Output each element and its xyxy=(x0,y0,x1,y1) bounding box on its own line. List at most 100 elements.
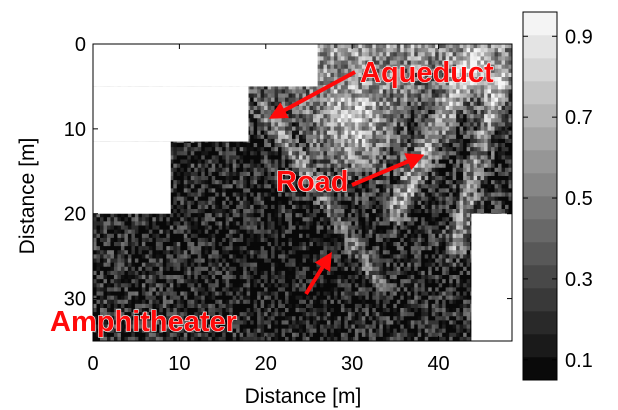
heatmap-cell xyxy=(365,126,370,132)
heatmap-cell xyxy=(225,171,230,177)
heatmap-cell xyxy=(449,143,454,148)
heatmap-cell xyxy=(260,167,265,173)
heatmap-cell xyxy=(428,159,433,165)
heatmap-cell xyxy=(428,184,433,189)
heatmap-cell xyxy=(323,184,328,189)
heatmap-cell xyxy=(305,97,310,103)
heatmap-cell xyxy=(323,204,328,210)
heatmap-cell xyxy=(309,159,314,165)
heatmap-cell xyxy=(309,147,314,152)
heatmap-cell xyxy=(463,209,468,214)
heatmap-cell xyxy=(222,192,227,198)
heatmap-cell xyxy=(505,143,509,148)
heatmap-cell xyxy=(285,188,289,193)
heatmap-cell xyxy=(312,97,317,103)
heatmap-cell xyxy=(281,134,286,140)
heatmap-cell xyxy=(305,204,310,210)
heatmap-cell xyxy=(309,130,314,136)
heatmap-cell xyxy=(330,209,335,214)
heatmap-cell xyxy=(459,89,464,94)
heatmap-cell xyxy=(285,118,289,123)
heatmap-cell xyxy=(505,110,509,115)
heatmap-cell xyxy=(173,192,178,198)
heatmap-cell xyxy=(267,209,272,214)
heatmap-cell xyxy=(421,105,426,111)
heatmap-cell xyxy=(473,180,478,185)
heatmap-cell xyxy=(295,209,300,214)
heatmap-cell xyxy=(267,118,272,123)
heatmap-cell xyxy=(389,60,394,66)
heatmap-cell xyxy=(288,184,293,189)
heatmap-cell xyxy=(340,81,345,86)
heatmap-cell xyxy=(246,196,251,202)
heatmap-cell xyxy=(358,77,363,82)
heatmap-cell xyxy=(134,213,139,218)
heatmap-cell xyxy=(379,101,384,107)
heatmap-cell xyxy=(218,180,223,185)
heatmap-cell xyxy=(264,151,268,156)
heatmap-cell xyxy=(435,130,440,136)
heatmap-cell xyxy=(477,167,481,173)
heatmap-cell xyxy=(264,130,268,136)
heatmap-cell xyxy=(337,93,342,99)
heatmap-cell xyxy=(435,204,440,210)
heatmap-cell xyxy=(372,64,377,70)
heatmap-cell xyxy=(194,155,199,160)
heatmap-cell xyxy=(305,85,310,90)
heatmap-cell xyxy=(312,204,317,210)
heatmap-cell xyxy=(463,72,468,78)
heatmap-cell xyxy=(470,159,474,165)
heatmap-cell xyxy=(215,204,220,210)
heatmap-cell xyxy=(386,101,391,107)
heatmap-cell xyxy=(302,192,307,198)
heatmap-cell xyxy=(466,97,471,103)
heatmap-cell xyxy=(326,138,331,144)
heatmap-cell xyxy=(487,114,492,119)
heatmap-cell xyxy=(417,192,422,198)
heatmap-cell xyxy=(337,122,342,127)
heatmap-cell xyxy=(393,134,398,140)
heatmap-cell xyxy=(354,138,359,144)
heatmap-cell xyxy=(417,163,422,169)
heatmap-cell xyxy=(417,122,422,127)
heatmap-cell xyxy=(375,126,380,132)
heatmap-cell xyxy=(288,155,293,160)
heatmap-cell xyxy=(246,110,251,115)
heatmap-cell xyxy=(393,122,398,127)
heatmap-cell xyxy=(466,167,471,173)
heatmap-cell xyxy=(292,171,296,177)
heatmap-cell xyxy=(190,200,195,206)
heatmap-cell xyxy=(299,147,303,152)
heatmap-cell xyxy=(452,118,457,123)
heatmap-cell xyxy=(414,85,419,90)
heatmap-cell xyxy=(169,196,174,202)
heatmap-cell xyxy=(417,130,422,136)
heatmap-cell xyxy=(365,44,370,49)
heatmap-cell xyxy=(452,196,457,202)
heatmap-cell xyxy=(246,167,251,173)
heatmap-cell xyxy=(340,60,345,66)
heatmap-cell xyxy=(431,48,436,53)
heatmap-cell xyxy=(449,204,454,210)
heatmap-cell xyxy=(428,204,433,210)
heatmap-cell xyxy=(480,167,485,173)
heatmap-cell xyxy=(201,188,206,193)
heatmap-cell xyxy=(414,196,419,202)
heatmap-cell xyxy=(319,118,324,123)
heatmap-cell xyxy=(393,101,398,107)
heatmap-cell xyxy=(229,159,234,165)
heatmap-cell xyxy=(326,122,331,127)
heatmap-cell xyxy=(187,151,192,156)
heatmap-cell xyxy=(449,44,454,49)
heatmap-cell xyxy=(243,167,248,173)
heatmap-cell xyxy=(299,196,303,202)
heatmap-cell xyxy=(358,56,363,61)
heatmap-cell xyxy=(309,138,314,144)
heatmap-cell xyxy=(250,126,255,132)
heatmap-cell xyxy=(431,89,436,94)
heatmap-cell xyxy=(323,151,328,156)
heatmap-cell xyxy=(326,126,331,132)
heatmap-cell xyxy=(459,122,464,127)
heatmap-cell xyxy=(225,209,230,214)
heatmap-cell xyxy=(333,192,338,198)
